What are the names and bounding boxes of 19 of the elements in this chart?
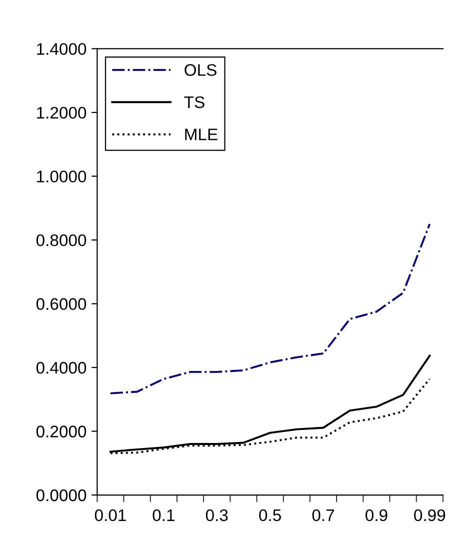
x-tick-label: 0.99 — [414, 509, 446, 522]
y-tick-label: 1.2000 — [37, 106, 86, 119]
legend-label: OLS — [184, 64, 216, 76]
y-tick-label: 0.2000 — [36, 426, 86, 438]
y-tick-label: 0.6000 — [36, 298, 86, 310]
y-tick-label: 0.4000 — [36, 362, 86, 374]
x-tick-label: 0.3 — [206, 509, 228, 522]
y-tick-label: 0.8000 — [36, 234, 86, 246]
y-tick-label: 1.0000 — [37, 170, 86, 182]
legend-label: MLE — [185, 128, 218, 140]
y-tick-label: 0.0000 — [36, 489, 86, 502]
line-series — [110, 223, 431, 394]
legend-label: TS — [184, 96, 204, 108]
x-tick-label: 0.9 — [366, 509, 388, 522]
x-tick-label: 0.5 — [259, 509, 281, 522]
x-tick-label: 0.01 — [94, 509, 126, 522]
x-tick-label: 0.7 — [312, 509, 334, 522]
y-tick-label: 1.4000 — [37, 43, 86, 55]
x-tick-label: 0.1 — [152, 509, 174, 522]
